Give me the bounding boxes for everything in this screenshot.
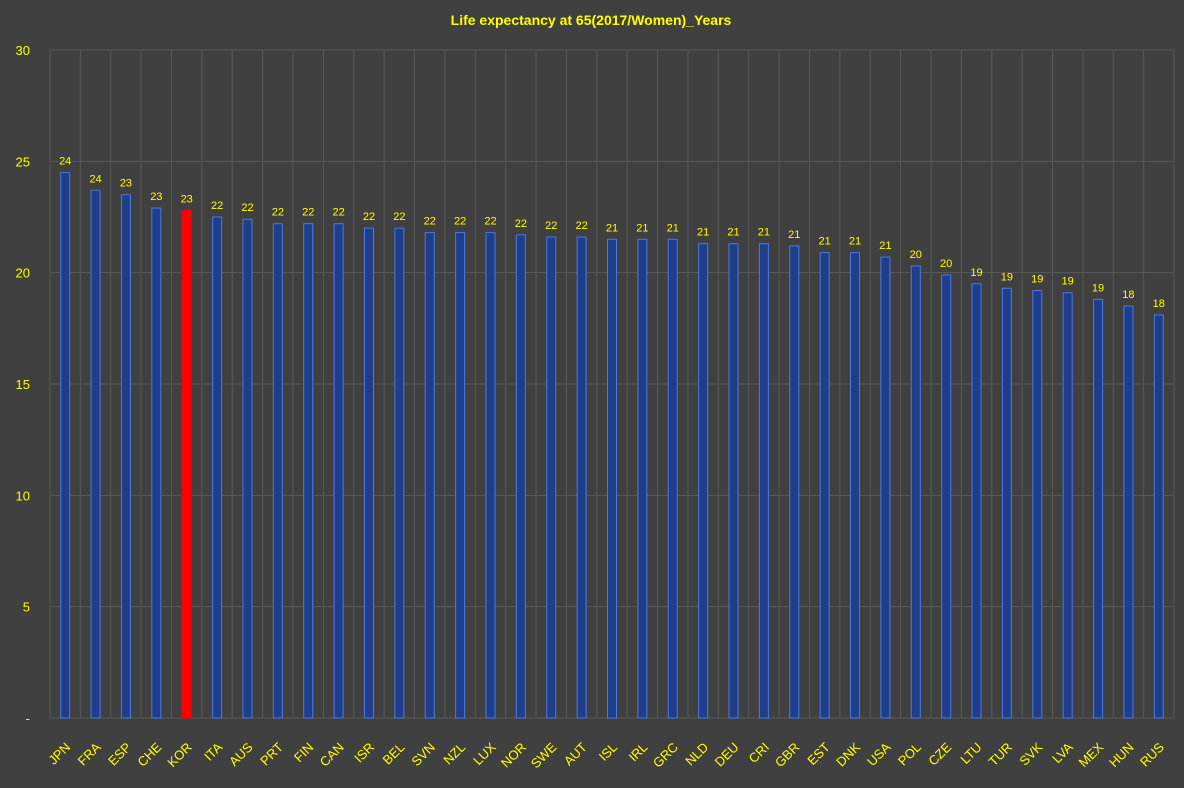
data-label: 22 (454, 216, 466, 228)
y-tick-label: - (26, 711, 30, 726)
bar-lva (1062, 292, 1073, 719)
bar-grc (667, 238, 678, 719)
data-label: 21 (727, 227, 739, 239)
bar-lux (485, 232, 496, 719)
bar-bel (394, 227, 405, 719)
data-labels: 24 24 23 23 23 22 22 22 22 22 22 22 22 22 22 22 22 22 21 21… (59, 155, 1165, 310)
bar-pol (910, 265, 921, 719)
data-label: 22 (272, 207, 284, 219)
data-label: 23 (181, 193, 193, 205)
bar-aut (576, 236, 587, 719)
data-label: 23 (120, 178, 132, 190)
bar-svn (424, 232, 435, 719)
bar-che (151, 207, 162, 719)
data-label: 21 (636, 222, 648, 234)
data-label: 22 (393, 211, 405, 223)
data-label: 19 (1001, 271, 1013, 283)
y-tick-label: 30 (16, 43, 30, 58)
data-label: 22 (241, 202, 253, 214)
data-label: 20 (940, 258, 952, 270)
bar-can (333, 223, 344, 719)
bar-mex (1093, 298, 1104, 719)
bar-isl (607, 238, 617, 719)
data-label: 22 (545, 220, 557, 232)
data-label: 19 (1031, 273, 1043, 285)
y-axis-ticks: - 5 10 15 20 25 30 (16, 43, 30, 726)
bar-usa (880, 256, 891, 719)
data-label: 20 (910, 249, 922, 261)
bar-ltu (971, 283, 982, 719)
data-label: 22 (302, 207, 314, 219)
data-label: 21 (849, 236, 861, 248)
bar-hun (1123, 305, 1134, 719)
data-label: 22 (575, 220, 587, 232)
bar-jpn (60, 171, 71, 719)
y-tick-label: 15 (16, 377, 30, 392)
bar-kor (181, 209, 192, 719)
bars (60, 171, 1164, 719)
bar-cri (758, 243, 769, 719)
data-label: 24 (59, 155, 71, 167)
bar-swe (546, 236, 557, 719)
data-label: 21 (819, 236, 831, 248)
data-label: 21 (606, 222, 618, 234)
data-label: 19 (1062, 276, 1074, 288)
data-label: 19 (1092, 282, 1104, 294)
bar-fin (303, 223, 314, 719)
bar-tur (1001, 287, 1012, 719)
data-label: 23 (150, 191, 162, 203)
bar-gbr (789, 245, 800, 719)
data-label: 21 (697, 227, 709, 239)
y-tick-label: 20 (16, 266, 30, 281)
data-label: 21 (879, 240, 891, 252)
bar-svk (1032, 289, 1043, 719)
chart-title: Life expectancy at 65(2017/Women)_Years (451, 12, 732, 28)
bar-deu (728, 243, 739, 719)
bar-est (819, 252, 830, 719)
bar-esp (120, 194, 131, 719)
bar-nzl (455, 232, 466, 719)
grid-lines (49, 49, 1175, 719)
y-tick-label: 25 (16, 154, 30, 169)
bar-irl (637, 238, 648, 719)
bar-ita (212, 216, 223, 719)
y-tick-label: 5 (23, 600, 30, 615)
data-label: 21 (788, 229, 800, 241)
bar-rus (1153, 314, 1164, 719)
data-label: 18 (1122, 289, 1134, 301)
bar-fra (90, 189, 101, 719)
data-label: 22 (424, 216, 436, 228)
data-label: 22 (363, 211, 375, 223)
data-label: 22 (211, 200, 223, 212)
bar-aus (242, 218, 253, 719)
data-label: 24 (89, 173, 101, 185)
bar-cze (941, 274, 952, 719)
data-label: 18 (1153, 298, 1165, 310)
data-label: 22 (484, 216, 496, 228)
data-label: 19 (970, 267, 982, 279)
bar-nld (698, 243, 709, 719)
data-label: 22 (332, 207, 344, 219)
bar-isr (363, 227, 374, 719)
data-label: 22 (515, 218, 527, 230)
data-label: 21 (758, 227, 770, 239)
y-tick-label: 10 (16, 488, 30, 503)
bar-nor (515, 234, 526, 719)
bar-dnk (850, 252, 861, 719)
data-label: 21 (667, 222, 679, 234)
bar-prt (272, 223, 283, 719)
